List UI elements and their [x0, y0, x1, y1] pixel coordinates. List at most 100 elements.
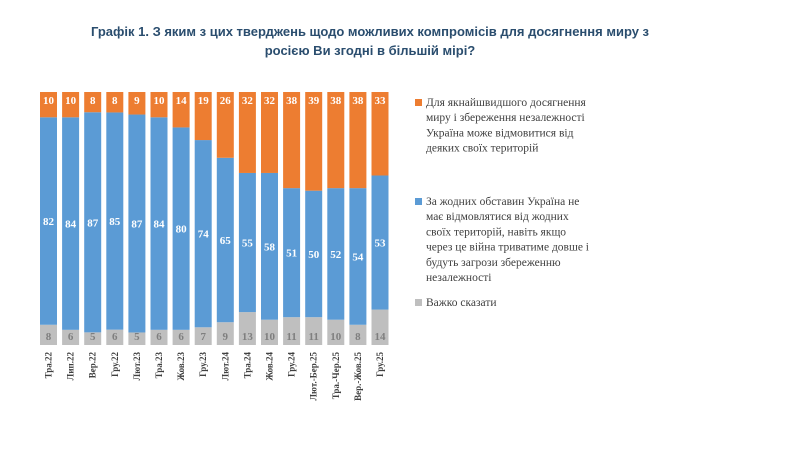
bar-segment-territorial-concessions [84, 92, 102, 113]
bar-segment-hard-to-say [150, 329, 168, 345]
bar-segment-no-concessions [40, 117, 57, 325]
category-label: Лют.-Бер.25 [309, 352, 319, 401]
bar-segment-territorial-concessions [128, 92, 146, 115]
bar-segment-no-concessions [283, 188, 301, 318]
data-label-no-concessions: 50 [308, 249, 320, 261]
bar-segment-territorial-concessions [106, 92, 124, 113]
category-label: Тра.22 [44, 352, 54, 379]
legend-territorial-concessions-text: Для якнайшвидшого досягнення [426, 97, 587, 109]
bar-segment-no-concessions [194, 140, 212, 328]
data-label-territorial-concessions: 32 [242, 95, 254, 107]
data-label-hard-to-say: 8 [355, 331, 361, 343]
bar-segment-hard-to-say [172, 329, 190, 345]
bar-segment-no-concessions [106, 112, 124, 330]
category-label: Тра.23 [154, 352, 164, 379]
legend-no-concessions-text: має відмовлятися від жодних [426, 211, 569, 223]
category-label: Лют.23 [132, 352, 142, 381]
data-label-hard-to-say: 13 [242, 331, 254, 343]
data-label-territorial-concessions: 10 [154, 95, 166, 107]
category-label: Лип.22 [66, 352, 76, 381]
category-label: Вер.-Жов.25 [353, 352, 363, 401]
chart-title-line-1: Графік 1. З яким з цих тверджень щодо мо… [90, 24, 650, 39]
data-label-hard-to-say: 11 [308, 331, 318, 343]
data-label-no-concessions: 85 [109, 216, 121, 228]
category-label: Гру.24 [287, 352, 297, 377]
data-label-hard-to-say: 5 [134, 331, 140, 343]
data-label-territorial-concessions: 38 [352, 95, 364, 107]
data-label-territorial-concessions: 10 [43, 95, 55, 107]
legend-territorial-concessions-text: миру і збереження незалежності [426, 112, 585, 124]
bar-segment-hard-to-say [106, 329, 124, 345]
legend-no-concessions-text: через це війна триватиме довше і [426, 242, 589, 254]
data-label-hard-to-say: 6 [68, 331, 74, 343]
bar-segment-no-concessions [150, 117, 168, 330]
bar-segment-no-concessions [172, 127, 190, 330]
legend-hard-to-say-marker [415, 299, 422, 306]
data-label-territorial-concessions: 26 [220, 95, 232, 107]
data-label-no-concessions: 51 [286, 248, 297, 260]
data-label-hard-to-say: 9 [223, 331, 229, 343]
bar-segment-territorial-concessions [150, 92, 168, 118]
chart-title: Графік 1. З яким з цих тверджень щодо мо… [0, 22, 740, 60]
bar-segment-no-concessions [349, 188, 367, 325]
data-label-no-concessions: 53 [375, 238, 387, 250]
bar-segment-hard-to-say [238, 312, 256, 345]
data-label-no-concessions: 65 [220, 235, 232, 247]
bar-segment-hard-to-say [283, 317, 301, 345]
chart-title-line-2: росією Ви згодні в більшій мірі? [264, 43, 476, 58]
category-label: Жов.23 [176, 352, 186, 381]
data-label-territorial-concessions: 33 [375, 95, 387, 107]
category-label: Гру.22 [110, 352, 120, 377]
legend-hard-to-say-text: Важко сказати [426, 297, 497, 309]
bar-segment-territorial-concessions [216, 92, 234, 158]
bar-segment-territorial-concessions [349, 92, 367, 189]
legend-no-concessions-text: незалежності [426, 272, 491, 284]
bar-segment-territorial-concessions [305, 92, 323, 191]
data-label-territorial-concessions: 38 [330, 95, 342, 107]
category-label: Лют.24 [220, 352, 230, 381]
category-label: Гру.23 [198, 352, 208, 377]
data-label-no-concessions: 54 [352, 251, 364, 263]
data-label-territorial-concessions: 38 [286, 95, 298, 107]
bar-segment-territorial-concessions [371, 92, 389, 176]
category-label: Вер.22 [88, 352, 98, 379]
bar-segment-territorial-concessions [194, 92, 212, 141]
bar-segment-hard-to-say [305, 317, 323, 345]
data-label-territorial-concessions: 39 [308, 95, 320, 107]
bar-segment-hard-to-say [128, 332, 146, 345]
data-label-hard-to-say: 6 [178, 331, 184, 343]
data-label-territorial-concessions: 8 [90, 95, 96, 107]
data-label-territorial-concessions: 9 [134, 95, 140, 107]
category-label: Тра.24 [242, 352, 252, 379]
data-label-hard-to-say: 11 [286, 331, 296, 343]
data-label-hard-to-say: 8 [46, 331, 52, 343]
bar-segment-no-concessions [305, 190, 323, 318]
data-label-no-concessions: 84 [65, 219, 77, 231]
bar-segment-hard-to-say [216, 322, 234, 345]
legend-no-concessions-marker [415, 198, 422, 205]
data-label-territorial-concessions: 19 [198, 95, 210, 107]
data-label-territorial-concessions: 10 [65, 95, 77, 107]
bar-segment-no-concessions [327, 188, 345, 320]
data-label-no-concessions: 87 [87, 217, 99, 229]
bar-segment-hard-to-say [349, 324, 367, 345]
bar-segment-territorial-concessions [62, 92, 80, 118]
data-label-no-concessions: 80 [176, 224, 188, 236]
legend-no-concessions-text: будуть загрози збереженню [426, 257, 561, 269]
legend-no-concessions-text: За жодних обставин Україна не [426, 196, 579, 208]
data-label-no-concessions: 82 [43, 216, 55, 228]
data-label-hard-to-say: 10 [330, 331, 342, 343]
data-label-hard-to-say: 7 [200, 331, 206, 343]
data-label-hard-to-say: 10 [264, 331, 276, 343]
bar-segment-no-concessions [238, 172, 256, 313]
bar-segment-no-concessions [371, 175, 389, 310]
legend-territorial-concessions-marker [415, 99, 422, 106]
bar-segment-no-concessions [84, 112, 102, 333]
bar-segment-territorial-concessions [40, 92, 57, 118]
data-label-hard-to-say: 6 [156, 331, 162, 343]
category-label: Жов.24 [265, 352, 275, 381]
data-label-no-concessions: 52 [330, 249, 342, 261]
bar-segment-no-concessions [216, 157, 234, 323]
bar-segment-territorial-concessions [238, 92, 256, 173]
bar-segment-hard-to-say [194, 327, 212, 345]
